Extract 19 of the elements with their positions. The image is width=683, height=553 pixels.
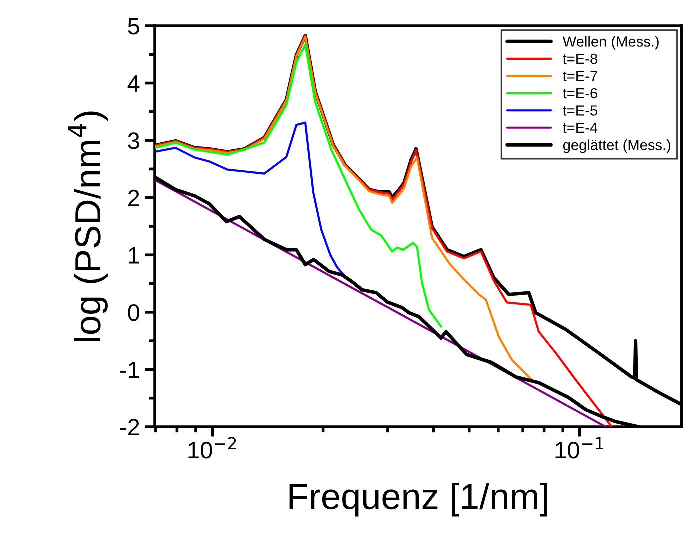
y-tick-label: -1 <box>120 362 140 378</box>
legend-label: t=E-5 <box>563 106 598 116</box>
y-tick-label: 4 <box>128 76 140 92</box>
y-tick-label: 0 <box>128 304 140 322</box>
y-tick-label: 1 <box>129 247 140 264</box>
legend-label: Wellen (Mess.) <box>562 36 659 50</box>
x-axis-title: Frequenz [1/nm] <box>290 483 548 517</box>
y-tick-label: 5 <box>128 18 140 35</box>
y-tick-label: 2 <box>128 190 140 206</box>
y-tick-label: -2 <box>120 419 140 436</box>
legend-label: t=E-4 <box>563 122 598 134</box>
y-tick-label: 3 <box>128 132 140 150</box>
legend-label: t=E-8 <box>563 54 598 64</box>
x-tick-label: 10$^{−2}$ <box>188 437 236 459</box>
legend-label: t=E-6 <box>563 88 598 99</box>
legend-label: t=E-7 <box>563 71 598 82</box>
x-tick-label: 10$^{−1}$ <box>556 437 604 459</box>
y-axis-title: log (PSD/nm$^{4}$) <box>68 112 108 342</box>
legend-label: geglättet (Mess.) <box>563 140 671 154</box>
